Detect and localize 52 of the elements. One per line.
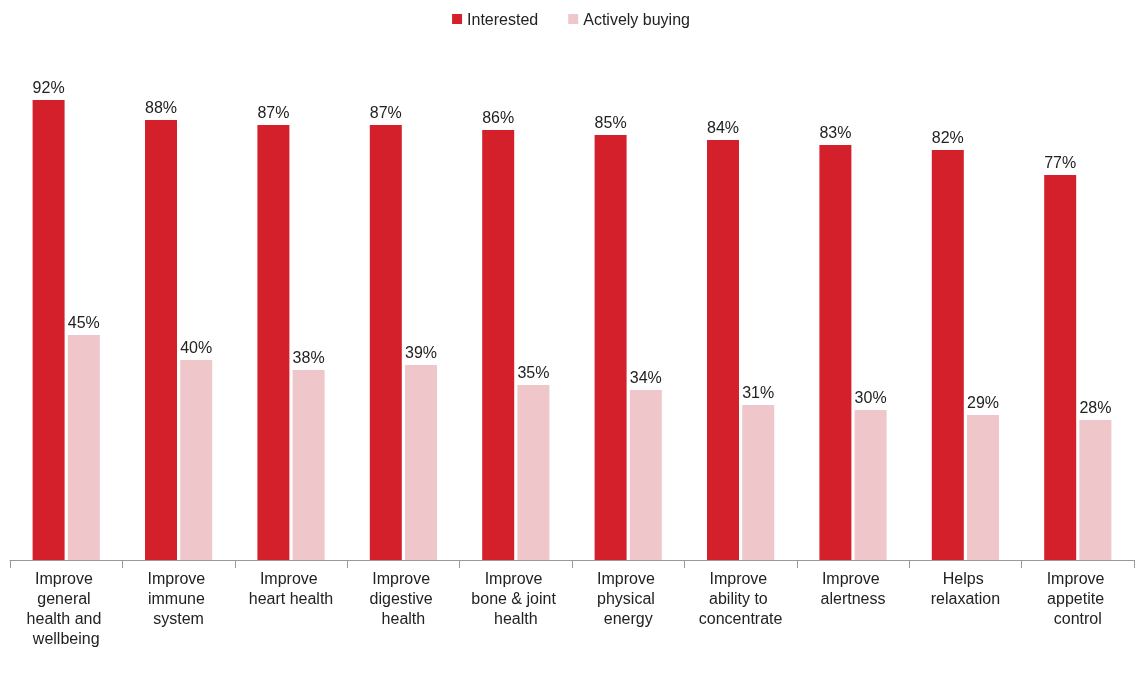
legend-label: Actively buying — [583, 10, 690, 28]
bar — [292, 370, 325, 560]
data-label: 85% — [594, 113, 627, 131]
x-tick-label: Improve general health and wellbeing — [26, 569, 106, 647]
bar — [629, 390, 662, 560]
x-tick-label: Improve physical energy — [597, 569, 660, 627]
data-label: 84% — [706, 118, 740, 136]
bar — [67, 335, 100, 560]
data-label: 87% — [257, 103, 290, 121]
x-tick-label: Improve alertness — [820, 569, 886, 607]
data-label: 86% — [482, 108, 515, 126]
bar — [742, 405, 775, 560]
bar — [482, 130, 515, 560]
x-tick-label: Improve heart health — [248, 569, 334, 607]
data-label: 87% — [369, 103, 402, 121]
data-label: 88% — [144, 98, 178, 116]
bar — [707, 140, 739, 560]
x-tick-label: Improve bone & joint health — [471, 569, 561, 627]
x-tick-label: Improve appetite control — [1046, 569, 1109, 627]
bar — [594, 135, 627, 560]
bar — [32, 100, 65, 560]
data-label: 29% — [966, 393, 1000, 411]
data-label: 31% — [742, 383, 775, 401]
bar — [517, 385, 550, 560]
data-label: 38% — [292, 348, 325, 366]
bar — [967, 415, 999, 560]
data-label: 77% — [1044, 153, 1077, 171]
bar — [145, 120, 177, 560]
data-label: 82% — [931, 128, 964, 146]
data-label: 45% — [67, 313, 100, 331]
bar — [369, 125, 402, 560]
data-label: 35% — [517, 363, 550, 381]
data-label: 83% — [819, 123, 852, 141]
data-label: 39% — [404, 343, 438, 361]
bar — [180, 360, 213, 560]
bar — [257, 125, 290, 560]
bar — [931, 150, 964, 560]
x-tick-label: Improve digestive health — [369, 569, 438, 627]
bar — [819, 145, 852, 560]
bar — [1044, 175, 1077, 560]
data-label: 92% — [32, 78, 65, 96]
bar — [405, 365, 437, 560]
bar — [1079, 420, 1112, 560]
x-tick-label: Improve immune system — [147, 569, 210, 627]
data-label: 34% — [629, 368, 662, 386]
x-tick-label: Helps relaxation — [930, 569, 1001, 607]
data-label: 28% — [1079, 398, 1112, 416]
legend-label: Interested — [467, 10, 539, 28]
data-label: 40% — [180, 338, 213, 356]
bar — [854, 410, 887, 560]
x-tick-label: Improve ability to concentrate — [698, 569, 783, 627]
data-label: 30% — [854, 388, 887, 406]
